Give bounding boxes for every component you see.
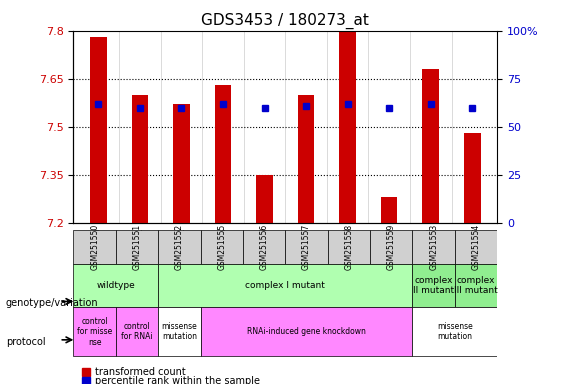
FancyBboxPatch shape [455,264,497,307]
FancyBboxPatch shape [158,230,201,264]
FancyBboxPatch shape [243,230,285,264]
Title: GDS3453 / 180273_at: GDS3453 / 180273_at [201,13,370,29]
Text: GSM251553: GSM251553 [429,224,438,270]
Text: wildtype: wildtype [97,281,135,290]
Bar [423,69,439,223]
Text: GSM251559: GSM251559 [387,224,396,270]
Text: protocol: protocol [6,337,45,347]
Bar [90,37,107,223]
Bar [132,95,148,223]
FancyBboxPatch shape [412,230,455,264]
FancyBboxPatch shape [370,230,412,264]
Text: transformed count: transformed count [95,367,185,377]
FancyBboxPatch shape [328,230,370,264]
FancyBboxPatch shape [73,264,158,307]
Text: GSM251556: GSM251556 [260,224,268,270]
FancyBboxPatch shape [73,307,116,356]
FancyBboxPatch shape [158,307,201,356]
FancyBboxPatch shape [412,307,497,356]
Text: GSM251557: GSM251557 [302,224,311,270]
FancyBboxPatch shape [158,264,412,307]
Text: missense
mutation: missense mutation [162,322,197,341]
FancyBboxPatch shape [116,230,158,264]
Text: control
for misse
nse: control for misse nse [77,317,112,347]
Text: genotype/variation: genotype/variation [6,298,98,308]
Bar [257,175,273,223]
FancyBboxPatch shape [201,307,412,356]
FancyBboxPatch shape [412,264,455,307]
Text: GSM251558: GSM251558 [345,224,353,270]
Text: control
for RNAi: control for RNAi [121,322,153,341]
FancyBboxPatch shape [116,307,158,356]
Text: GSM251554: GSM251554 [472,224,480,270]
Text: GSM251551: GSM251551 [133,224,141,270]
Text: complex
III mutant: complex III mutant [454,276,498,295]
Text: missense
mutation: missense mutation [437,322,473,341]
Text: complex I mutant: complex I mutant [245,281,325,290]
FancyBboxPatch shape [285,230,328,264]
Text: GSM251555: GSM251555 [218,224,226,270]
Text: GSM251552: GSM251552 [175,224,184,270]
FancyBboxPatch shape [73,230,116,264]
Bar [464,133,481,223]
FancyBboxPatch shape [201,230,243,264]
Text: GSM251550: GSM251550 [90,224,99,270]
Bar [298,95,314,223]
Text: percentile rank within the sample: percentile rank within the sample [95,376,260,384]
Bar [340,31,356,223]
Text: RNAi-induced gene knockdown: RNAi-induced gene knockdown [247,327,366,336]
Bar [381,197,398,223]
Text: complex
II mutant: complex II mutant [413,276,454,295]
FancyBboxPatch shape [455,230,497,264]
Bar [173,104,190,223]
Bar [215,85,231,223]
